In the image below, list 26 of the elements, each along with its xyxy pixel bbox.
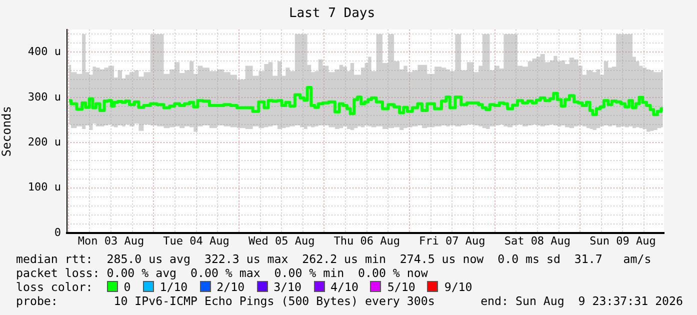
y-tick-label: 400 u: [28, 45, 61, 58]
legend-label: 3/10: [274, 280, 302, 294]
text: median rtt: 285.0 us avg 322.3 us max 262.2 us min 274.5 us now 0.0 ms sd 31.7 am/s: [16, 252, 652, 266]
y-tick-label: 200 u: [28, 135, 61, 148]
legend-title: loss color:: [16, 280, 94, 294]
text: probe: 10 IPv6-ICMP Echo Pings (500 Bytes) every 300s: [16, 294, 435, 308]
legend-label: 2/10: [216, 280, 245, 294]
y-axis-title: Seconds: [0, 106, 14, 157]
x-tick-label: Sun 09 Aug: [590, 234, 656, 248]
legend-label: 9/10: [444, 280, 472, 294]
legend-label: 1/10: [160, 280, 188, 294]
y-tick-label: 0: [54, 226, 61, 239]
chart-title: Last 7 Days: [288, 6, 376, 22]
y-tick-label: 100 u: [28, 180, 61, 194]
x-tick-label: Thu 06 Aug: [334, 234, 400, 248]
legend-label: 4/10: [330, 280, 358, 294]
text: packet loss: 0.00 % avg 0.00 % max 0.00 % min 0.00 % now: [16, 266, 428, 280]
x-tick-label: Wed 05 Aug: [248, 234, 315, 248]
x-tick-label: Tue 04 Aug: [163, 234, 230, 248]
legend-label: 5/10: [387, 280, 416, 294]
legend-label: 0: [124, 280, 131, 294]
x-tick-label: Mon 03 Aug: [78, 234, 144, 248]
x-tick-label: Sat 08 Aug: [504, 234, 571, 248]
x-tick-label: Fri 07 Aug: [419, 234, 486, 248]
text: end: Sun Aug 9 23:37:31 2026: [480, 294, 683, 308]
y-tick-label: 300 u: [28, 90, 61, 104]
